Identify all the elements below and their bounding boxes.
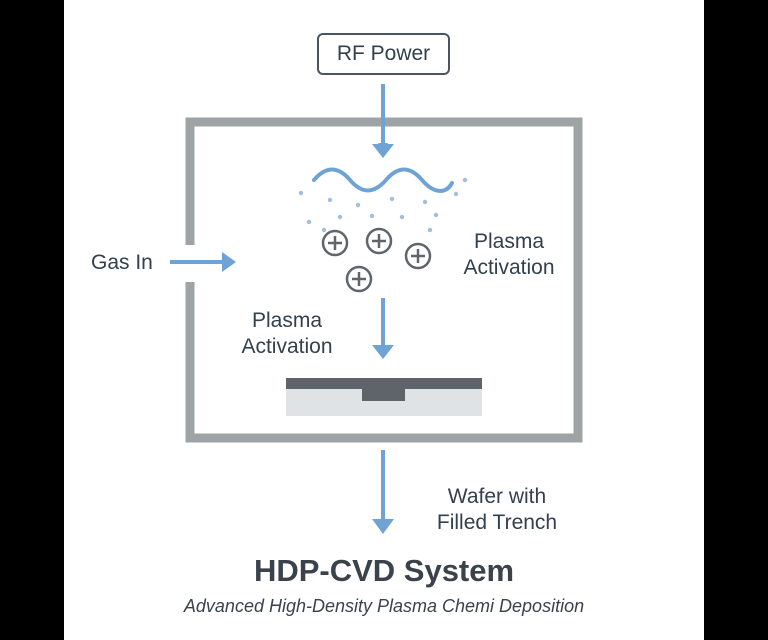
- diagram-title: HDP-CVD System: [253, 553, 515, 588]
- label-line: Plasma: [473, 230, 545, 253]
- gas-arrow-head: [222, 252, 236, 272]
- diagram-subtitle: Advanced High-Density Plasma Chemi Depos…: [183, 596, 585, 616]
- rf-power-box: RF Power: [317, 33, 450, 75]
- plasma-activation-label-right: Plasma Activation: [454, 229, 564, 281]
- label-line: Activation: [241, 335, 333, 358]
- ion-3: [404, 242, 432, 270]
- gas-in-label: Gas In: [91, 251, 153, 274]
- plus-circle-icon: [365, 227, 393, 255]
- label-line: Filled Trench: [436, 511, 558, 534]
- plus-circle-icon: [345, 265, 373, 293]
- wafer: [286, 378, 482, 416]
- plasma-activation-label-left: Plasma Activation: [232, 308, 342, 360]
- label-line: Activation: [463, 256, 555, 279]
- plus-circle-icon: [404, 242, 432, 270]
- output-arrow-head: [372, 519, 394, 534]
- ion-4: [345, 265, 373, 293]
- wafer-film: [286, 378, 482, 401]
- process-chamber: [185, 117, 583, 443]
- deposition-arrow-head: [372, 345, 394, 359]
- label-line: Plasma: [251, 309, 323, 332]
- ion-2: [365, 227, 393, 255]
- plasma-particles: [298, 177, 468, 233]
- ion-1: [321, 229, 349, 257]
- plasma-wave-icon: [312, 167, 454, 193]
- plus-circle-icon: [321, 229, 349, 257]
- label-line: Wafer with: [447, 485, 547, 508]
- rf-power-label: RF Power: [336, 42, 431, 65]
- rf-arrow-head: [372, 144, 394, 158]
- wafer-output-label: Wafer with Filled Trench: [427, 484, 567, 536]
